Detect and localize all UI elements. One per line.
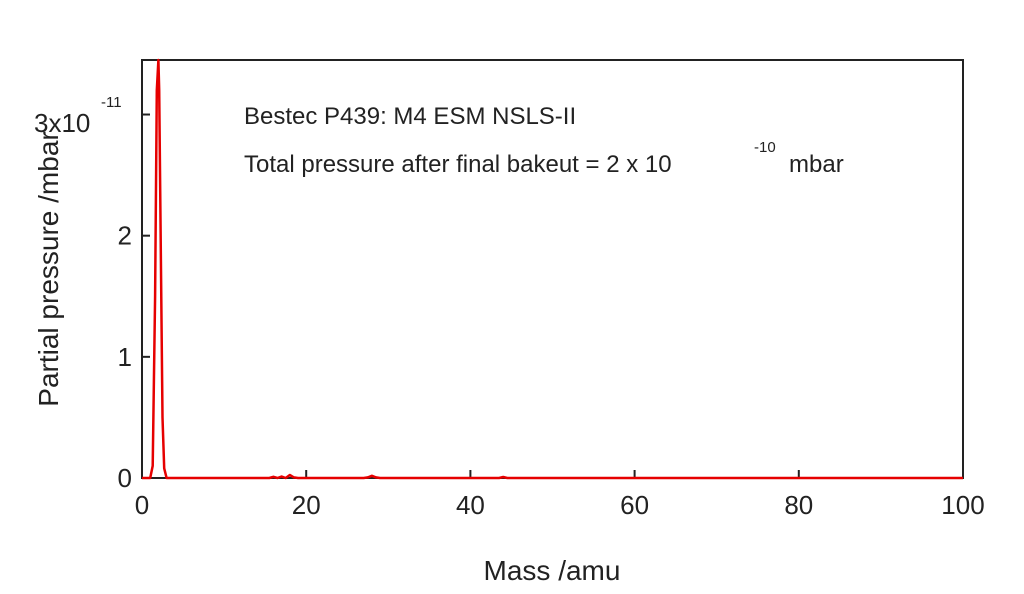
y-tick-label: 1 <box>118 342 132 372</box>
x-tick-label: 40 <box>456 490 485 520</box>
y-axis-label: Partial pressure /mbar <box>33 131 64 406</box>
annotation-title: Bestec P439: M4 ESM NSLS-II <box>244 103 576 130</box>
x-tick-label: 0 <box>135 490 149 520</box>
x-tick-label: 100 <box>941 490 984 520</box>
x-axis: 0 20 40 60 80 100 <box>135 470 985 520</box>
annotation-unit: mbar <box>789 151 844 178</box>
y-tick-label: 2 <box>118 221 132 251</box>
y-multiplier-exponent: -11 <box>101 94 122 111</box>
series-layer <box>142 58 963 480</box>
x-tick-label: 80 <box>784 490 813 520</box>
x-axis-label: Mass /amu <box>484 555 621 586</box>
x-tick-label: 60 <box>620 490 649 520</box>
x-tick-label: 20 <box>292 490 321 520</box>
y-tick-label: 0 <box>118 463 132 493</box>
annotation-exponent: -10 <box>754 139 776 156</box>
series-line-0 <box>142 58 963 480</box>
y-multiplier-base: 3x10 <box>34 108 90 138</box>
annotation-total-pressure: Total pressure after final bakeut = 2 x … <box>244 151 672 178</box>
y-axis: 0 1 2 <box>118 113 150 493</box>
